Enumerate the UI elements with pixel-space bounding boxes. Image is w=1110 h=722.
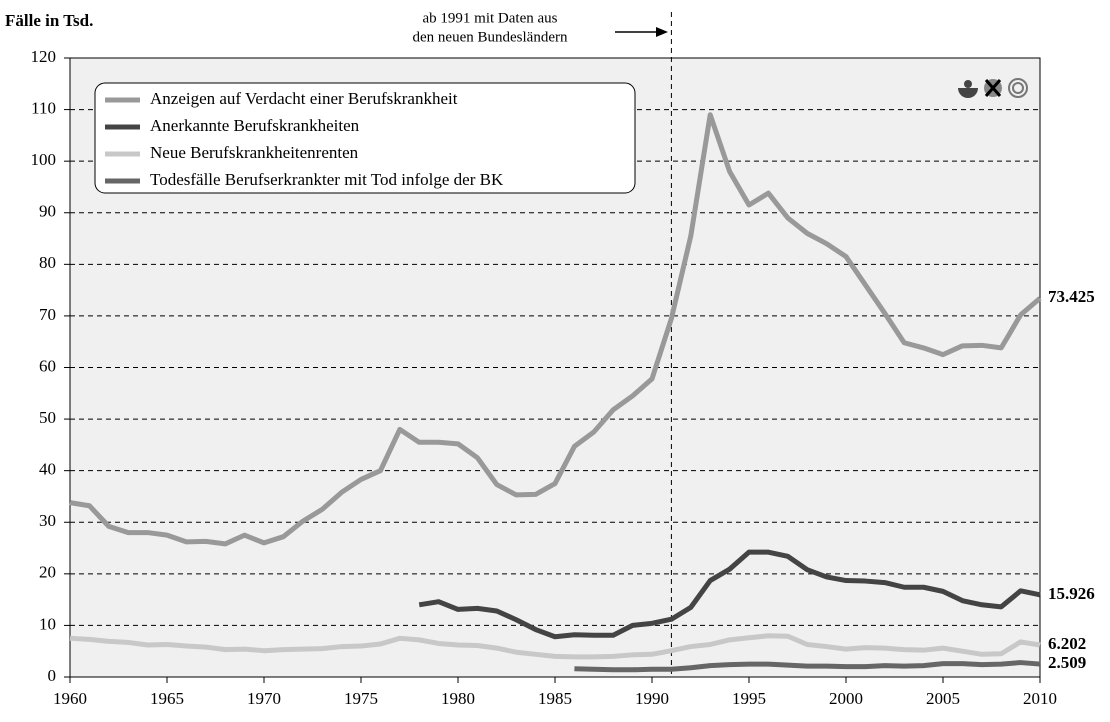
legend-label: Todesfälle Berufserkrankter mit Tod info… <box>150 170 504 189</box>
y-tick-label: 110 <box>31 98 56 117</box>
y-tick-label: 0 <box>48 666 57 685</box>
series-line <box>418 549 1041 640</box>
x-tick-label: 1960 <box>53 689 87 708</box>
annotation: den neuen Bundesländern <box>413 29 568 45</box>
y-tick-label: 10 <box>39 614 56 633</box>
y-tick-label: 60 <box>39 356 56 375</box>
series-line <box>69 112 1042 547</box>
x-tick-label: 1980 <box>441 689 475 708</box>
x-tick-label: 1990 <box>635 689 669 708</box>
x-tick-label: 1985 <box>538 689 572 708</box>
annotation-arrow-head <box>656 27 668 37</box>
x-tick-label: 1995 <box>732 689 766 708</box>
y-tick-label: 30 <box>39 511 56 530</box>
x-tick-label: 1975 <box>344 689 378 708</box>
y-tick-label: 50 <box>39 408 56 427</box>
y-axis-label: Fälle in Tsd. <box>5 11 93 30</box>
legend-box <box>94 82 636 194</box>
end-label: 2.509 <box>1048 653 1086 672</box>
x-tick-label: 2005 <box>926 689 960 708</box>
end-label: 6.202 <box>1048 634 1086 653</box>
logo <box>958 78 1028 98</box>
x-tick-label: 2000 <box>829 689 863 708</box>
end-label: 15.926 <box>1048 584 1095 603</box>
legend-label: Anerkannte Berufskrankheiten <box>150 116 360 135</box>
x-tick-label: 1970 <box>247 689 281 708</box>
y-tick-label: 100 <box>31 150 57 169</box>
annotation: ab 1991 mit Daten aus <box>423 10 558 26</box>
y-tick-label: 80 <box>39 253 56 272</box>
series-line <box>574 660 1041 673</box>
legend-label: Neue Berufskrankheitenrenten <box>150 143 359 162</box>
x-tick-label: 2010 <box>1023 689 1057 708</box>
legend-label: Anzeigen auf Verdacht einer Berufskrankh… <box>150 89 458 108</box>
y-tick-label: 70 <box>39 305 56 324</box>
y-tick-label: 90 <box>39 202 56 221</box>
series-line <box>69 633 1041 660</box>
y-tick-label: 20 <box>39 563 56 582</box>
x-tick-label: 1965 <box>150 689 184 708</box>
y-tick-label: 120 <box>31 47 57 66</box>
end-label: 73.425 <box>1048 287 1095 306</box>
y-tick-label: 40 <box>39 460 56 479</box>
